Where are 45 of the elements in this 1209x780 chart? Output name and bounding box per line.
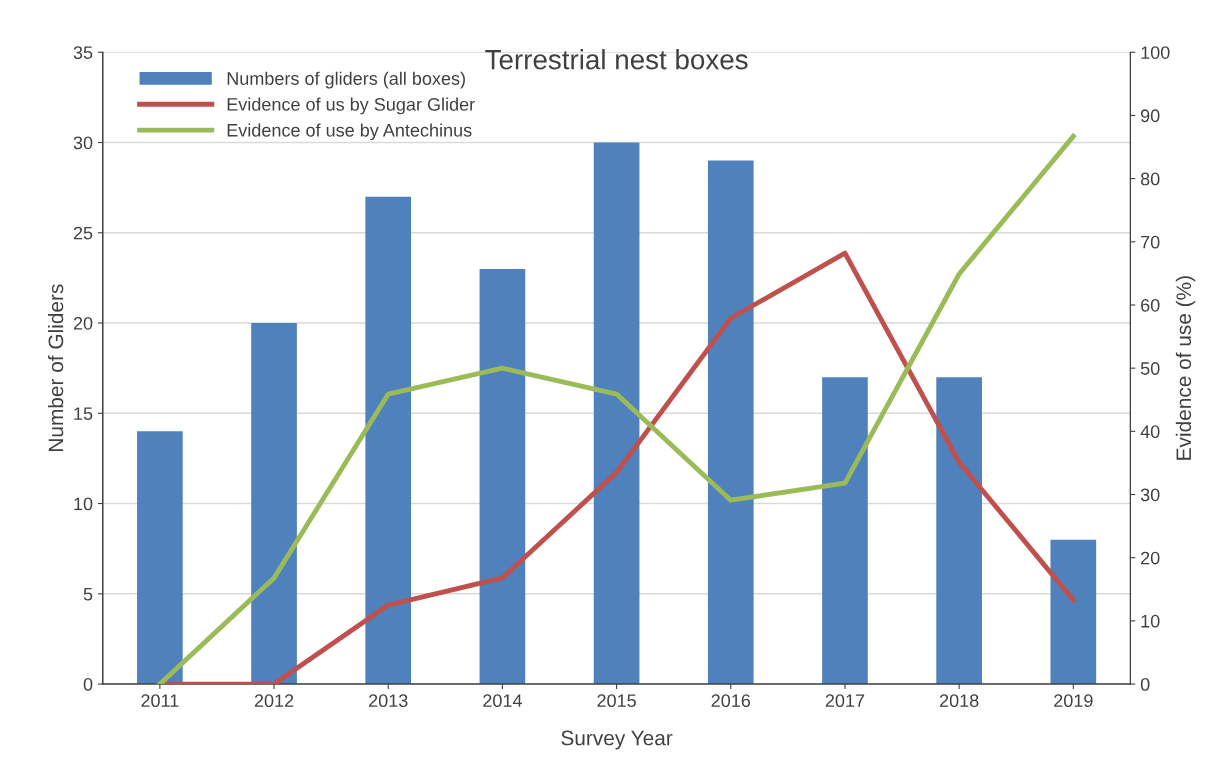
- legend-label: Evidence of us by Sugar Glider: [227, 97, 475, 115]
- line-series: [157, 250, 1076, 685]
- y2-tick-label: 100: [1141, 46, 1170, 59]
- y2-tick-label: 70: [1141, 235, 1160, 249]
- x-tick-label: 2016: [711, 694, 751, 708]
- x-tick-label: 2019: [1054, 694, 1093, 708]
- bar: [479, 268, 526, 685]
- bar: [1050, 539, 1097, 685]
- y-tick-label: 30: [73, 136, 93, 150]
- x-tick-label: 2017: [825, 694, 865, 708]
- y-axis-title: Number of Gliders: [47, 284, 64, 451]
- y-tick-label: 0: [83, 677, 93, 691]
- x-tick-label: 2018: [939, 694, 979, 708]
- y2-tick-label: 20: [1141, 551, 1160, 565]
- chart-title: Terrestrial nest boxes: [485, 49, 748, 70]
- bar: [822, 377, 868, 685]
- bar: [707, 160, 754, 685]
- y2-tick-label: 80: [1140, 172, 1160, 186]
- legend-label: Numbers of gliders (all boxes): [227, 71, 465, 89]
- x-axis-title: Survey Year: [561, 730, 673, 750]
- y2-tick-label: 10: [1141, 614, 1160, 628]
- y2-tick-label: 60: [1141, 298, 1160, 312]
- y-tick-label: 25: [73, 226, 93, 240]
- bar: [936, 377, 982, 685]
- bar: [251, 323, 297, 685]
- bar: [593, 142, 640, 685]
- y-tick-label: 15: [74, 407, 93, 421]
- bar: [365, 196, 412, 685]
- y-tick-label: 35: [73, 46, 93, 59]
- y2-tick-label: 50: [1140, 362, 1160, 375]
- y-tick-label: 10: [74, 497, 93, 511]
- x-tick-label: 2015: [597, 694, 636, 708]
- x-tick-label: 2013: [369, 694, 408, 708]
- y2-tick-label: 0: [1140, 677, 1150, 691]
- x-tick-label: 2014: [483, 694, 522, 708]
- y-tick-label: 5: [83, 587, 93, 601]
- x-tick-label: 2012: [254, 694, 294, 708]
- y2-tick-label: 40: [1140, 425, 1160, 439]
- legend-label: Evidence of use by Antechinus: [227, 123, 472, 141]
- x-tick-label: 2011: [141, 694, 179, 708]
- y-tick-label: 20: [73, 316, 93, 330]
- y2-axis-title: Evidence of use (%): [1175, 276, 1196, 460]
- y2-tick-label: 30: [1140, 488, 1160, 502]
- y2-tick-label: 90: [1140, 109, 1160, 123]
- bar: [137, 431, 183, 685]
